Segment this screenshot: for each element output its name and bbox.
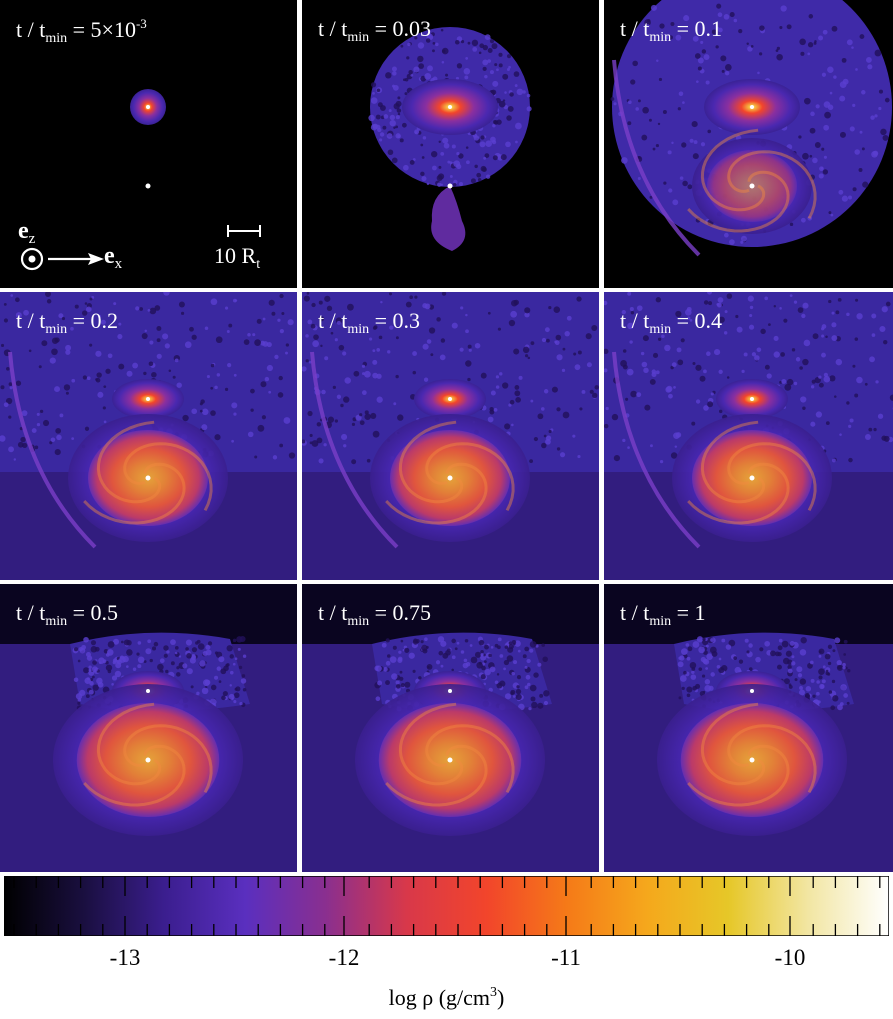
- time-label: t / tmin = 5×10-3: [16, 16, 147, 47]
- time-prefix: t / t: [16, 600, 46, 625]
- colorbar-title-sup: 3: [490, 985, 498, 1000]
- scale-sub: t: [256, 257, 261, 272]
- density-map: [604, 292, 893, 580]
- time-sub: min: [45, 31, 68, 46]
- colorbar-title-main: log ρ (g/cm: [388, 985, 491, 1010]
- time-prefix: t / t: [318, 308, 348, 333]
- colorbar-title-end: ): [497, 985, 505, 1010]
- time-sub: min: [45, 614, 68, 629]
- density-map: [604, 0, 893, 288]
- panel-7: t / tmin = 0.5: [0, 584, 297, 872]
- time-equals: =: [67, 600, 91, 625]
- ex-axis-label: ex: [104, 243, 122, 273]
- panel-8: t / tmin = 0.75: [302, 584, 599, 872]
- time-label: t / tmin = 0.4: [620, 308, 722, 338]
- time-prefix: t / t: [620, 308, 650, 333]
- time-sub: min: [649, 322, 672, 337]
- colorbar-title: log ρ (g/cm3): [0, 985, 893, 1011]
- time-label: t / tmin = 1: [620, 600, 706, 630]
- colorbar-tick-label: -10: [774, 945, 806, 970]
- ez-axis-label: ez: [18, 218, 35, 248]
- scale-bar-icon: [227, 225, 261, 237]
- time-prefix: t / t: [620, 16, 650, 41]
- time-value: 0.5: [90, 600, 119, 625]
- time-label: t / tmin = 0.3: [318, 308, 420, 338]
- density-map: [0, 0, 297, 288]
- axis-arrow-icon: [20, 247, 104, 271]
- density-map: [0, 292, 297, 580]
- time-equals: =: [671, 308, 695, 333]
- time-prefix: t / t: [318, 600, 348, 625]
- time-exponent: -3: [135, 16, 147, 31]
- density-map: [302, 584, 599, 872]
- time-sub: min: [649, 614, 672, 629]
- time-equals: =: [67, 308, 91, 333]
- time-sub: min: [649, 30, 672, 45]
- time-prefix: t / t: [16, 308, 46, 333]
- colorbar-tick-label: -11: [551, 945, 581, 970]
- time-value: 5×10: [90, 17, 136, 42]
- time-equals: =: [369, 308, 393, 333]
- panel-6: t / tmin = 0.4: [604, 292, 893, 580]
- time-sub: min: [347, 614, 370, 629]
- time-prefix: t / t: [318, 16, 348, 41]
- time-value: 0.1: [694, 16, 723, 41]
- time-value: 0.75: [392, 600, 432, 625]
- time-prefix: t / t: [620, 600, 650, 625]
- time-label: t / tmin = 0.75: [318, 600, 431, 630]
- time-sub: min: [347, 30, 370, 45]
- colorbar: [4, 876, 889, 936]
- time-value: 0.03: [392, 16, 432, 41]
- time-value: 1: [694, 600, 706, 625]
- colorbar-tick-label: -12: [328, 945, 360, 970]
- density-map: [302, 292, 599, 580]
- time-equals: =: [671, 600, 695, 625]
- time-sub: min: [347, 322, 370, 337]
- time-label: t / tmin = 0.1: [620, 16, 722, 46]
- time-label: t / tmin = 0.5: [16, 600, 118, 630]
- density-map: [302, 0, 599, 288]
- ex-symbol: e: [104, 243, 115, 269]
- ez-symbol: e: [18, 218, 29, 244]
- time-value: 0.2: [90, 308, 119, 333]
- panel-1: t / tmin = 5×10-3 ez ex 10 Rt: [0, 0, 297, 288]
- scale-value: 10 R: [214, 243, 257, 268]
- panel-5: t / tmin = 0.3: [302, 292, 599, 580]
- time-equals: =: [369, 16, 393, 41]
- time-equals: =: [671, 16, 695, 41]
- scale-bar-label: 10 Rt: [214, 243, 260, 273]
- panel-grid: t / tmin = 5×10-3 ez ex 10 Rt t / tmin =…: [0, 0, 893, 872]
- density-map: [604, 584, 893, 872]
- time-value: 0.3: [392, 308, 421, 333]
- time-label: t / tmin = 0.2: [16, 308, 118, 338]
- time-equals: =: [369, 600, 393, 625]
- panel-4: t / tmin = 0.2: [0, 292, 297, 580]
- panel-3: t / tmin = 0.1: [604, 0, 893, 288]
- colorbar-tick-label: -13: [109, 945, 141, 970]
- density-map: [0, 584, 297, 872]
- panel-9: t / tmin = 1: [604, 584, 893, 872]
- ex-sub: x: [114, 256, 123, 272]
- time-value: 0.4: [694, 308, 723, 333]
- ez-sub: z: [28, 231, 36, 247]
- time-equals: =: [67, 17, 91, 42]
- time-sub: min: [45, 322, 68, 337]
- time-label: t / tmin = 0.03: [318, 16, 431, 46]
- panel-2: t / tmin = 0.03: [302, 0, 599, 288]
- time-prefix: t / t: [16, 17, 46, 42]
